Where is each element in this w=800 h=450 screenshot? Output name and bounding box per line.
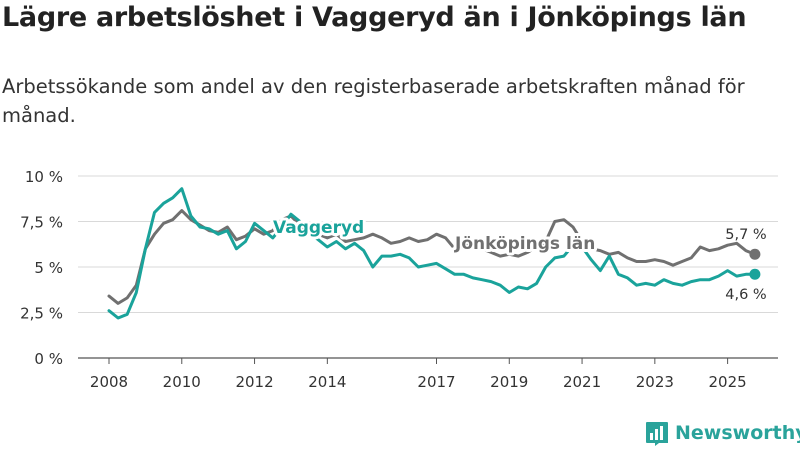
jonkopings-lan-label: Jönköpings län [454,234,595,254]
x-tick-label: 2014 [308,373,346,391]
vaggeryd-label-halo: Vaggeryd [273,218,364,238]
brand-name: Newsworthy [675,422,800,444]
series-end-point [749,248,761,260]
series-line-jonkopings-lan [107,209,757,305]
x-tick-label: 2025 [709,373,747,391]
y-tick-label: 2,5 % [20,305,63,323]
end-value-label: 4,6 % [725,287,766,303]
series-line-vaggeryd [107,187,757,320]
end-value-label: 5,7 % [725,227,766,243]
x-tick-label: 2010 [163,373,201,391]
series-lines [107,187,761,320]
x-tick-label: 2023 [636,373,674,391]
bar-chart-icon [646,422,668,446]
y-tick-label: 10 % [25,168,63,186]
jonkopings-lan-label-halo: Jönköpings län [454,234,595,254]
series-end-point [749,268,761,280]
x-tick-label: 2008 [90,373,128,391]
y-axis-ticks: 0 % 2,5 % 5 % 7,5 % 10 % [20,168,63,368]
y-tick-label: 7,5 % [20,214,63,232]
y-tick-label: 5 % [34,259,63,277]
vaggeryd-label: Vaggeryd [273,218,364,238]
x-tick-label: 2021 [563,373,601,391]
chart-subtitle: Arbetssökande som andel av den registerb… [2,75,745,127]
x-tick-label: 2012 [235,373,273,391]
chart-title: Lägre arbetslöshet i Vaggeryd än i Jönkö… [2,2,747,33]
x-tick-label: 2017 [417,373,455,391]
x-axis-ticks: 2008 2010 2012 2014 2017 2019 2021 2023 2025 [90,358,747,391]
x-tick-label: 2019 [490,373,528,391]
newsworthy-logo: Newsworthy [644,419,800,447]
y-tick-label: 0 % [34,350,63,368]
gridlines [78,175,778,359]
